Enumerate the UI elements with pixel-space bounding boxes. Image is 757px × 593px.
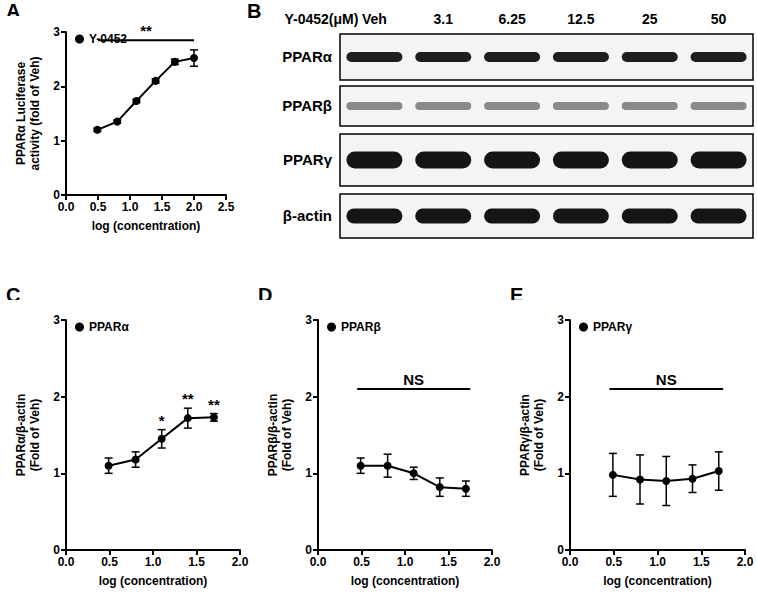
svg-text:0: 0	[53, 188, 60, 202]
svg-text:25: 25	[642, 11, 658, 27]
svg-text:3: 3	[305, 313, 312, 327]
svg-text:3.1: 3.1	[434, 11, 454, 27]
svg-text:PPARα/β-actin: PPARα/β-actin	[14, 394, 28, 477]
svg-text:PPARγ/β-actin: PPARγ/β-actin	[518, 394, 532, 476]
svg-text:3: 3	[53, 25, 60, 39]
svg-text:0.0: 0.0	[562, 555, 579, 569]
svg-text:Y-0452: Y-0452	[89, 32, 127, 46]
svg-text:1.5: 1.5	[188, 555, 205, 569]
svg-text:activity (fold of Veh): activity (fold of Veh)	[28, 56, 42, 170]
svg-text:*: *	[159, 412, 165, 429]
html-text:A: A	[6, 0, 21, 22]
svg-text:3: 3	[53, 313, 60, 327]
svg-text:PPARγ: PPARγ	[283, 151, 333, 168]
svg-text:(Fold of Veh): (Fold of Veh)	[28, 399, 42, 472]
svg-text:3: 3	[557, 313, 564, 327]
svg-text:2.0: 2.0	[737, 555, 754, 569]
svg-text:12.5: 12.5	[567, 11, 594, 27]
svg-text:(Fold of Veh): (Fold of Veh)	[280, 399, 294, 472]
html-text:B: B	[247, 0, 262, 22]
svg-text:1.5: 1.5	[154, 200, 171, 214]
svg-text:2.0: 2.0	[186, 200, 203, 214]
svg-text:PPARβ/β-actin: PPARβ/β-actin	[266, 394, 280, 476]
svg-text:log (concentration): log (concentration)	[99, 574, 208, 588]
svg-text:NS: NS	[403, 371, 424, 388]
svg-text:2: 2	[557, 390, 564, 404]
svg-text:1.0: 1.0	[145, 555, 162, 569]
svg-text:(Fold of Veh): (Fold of Veh)	[532, 399, 546, 472]
svg-text:log (concentration): log (concentration)	[603, 574, 712, 588]
svg-text:1: 1	[305, 466, 312, 480]
svg-text:0: 0	[305, 543, 312, 557]
svg-text:0.5: 0.5	[605, 555, 622, 569]
svg-text:2: 2	[53, 79, 60, 93]
svg-text:0.0: 0.0	[310, 555, 327, 569]
svg-text:1.5: 1.5	[440, 555, 457, 569]
svg-text:2.5: 2.5	[218, 200, 235, 214]
svg-text:2.0: 2.0	[484, 555, 501, 569]
svg-text:1.0: 1.0	[649, 555, 666, 569]
svg-text:1: 1	[53, 134, 60, 148]
svg-text:PPARα: PPARα	[282, 48, 333, 65]
svg-text:0.0: 0.0	[58, 555, 75, 569]
svg-text:1: 1	[557, 466, 564, 480]
svg-text:PPARα Luciferase: PPARα Luciferase	[14, 62, 28, 166]
svg-text:2.0: 2.0	[232, 555, 249, 569]
html-text:D: D	[258, 284, 273, 306]
svg-text:PPARβ: PPARβ	[282, 97, 332, 114]
svg-text:PPARγ: PPARγ	[593, 320, 632, 334]
svg-text:log (concentration): log (concentration)	[92, 219, 201, 233]
svg-text:**: **	[208, 396, 220, 413]
svg-text:1.5: 1.5	[693, 555, 710, 569]
svg-text:Y-0452(μM): Y-0452(μM)	[284, 11, 358, 27]
html-text:C: C	[6, 284, 21, 306]
svg-text:2: 2	[53, 390, 60, 404]
svg-text:0.5: 0.5	[101, 555, 118, 569]
svg-text:β-actin: β-actin	[283, 207, 332, 224]
svg-text:**: **	[182, 390, 194, 407]
svg-text:0: 0	[53, 543, 60, 557]
svg-text:1: 1	[53, 466, 60, 480]
svg-text:**: **	[140, 22, 152, 39]
svg-text:NS: NS	[656, 371, 677, 388]
svg-text:6.25: 6.25	[498, 11, 525, 27]
svg-text:0.5: 0.5	[353, 555, 370, 569]
svg-text:1.0: 1.0	[122, 200, 139, 214]
svg-text:log (concentration): log (concentration)	[351, 574, 460, 588]
svg-text:PPARβ: PPARβ	[341, 320, 381, 334]
svg-text:PPARα: PPARα	[89, 320, 129, 334]
svg-text:1.0: 1.0	[397, 555, 414, 569]
html-text:E: E	[510, 284, 524, 306]
svg-text:0.0: 0.0	[58, 200, 75, 214]
svg-text:50: 50	[711, 11, 727, 27]
svg-text:0.5: 0.5	[90, 200, 107, 214]
svg-text:Veh: Veh	[362, 11, 387, 27]
svg-text:0: 0	[557, 543, 564, 557]
svg-text:2: 2	[305, 390, 312, 404]
